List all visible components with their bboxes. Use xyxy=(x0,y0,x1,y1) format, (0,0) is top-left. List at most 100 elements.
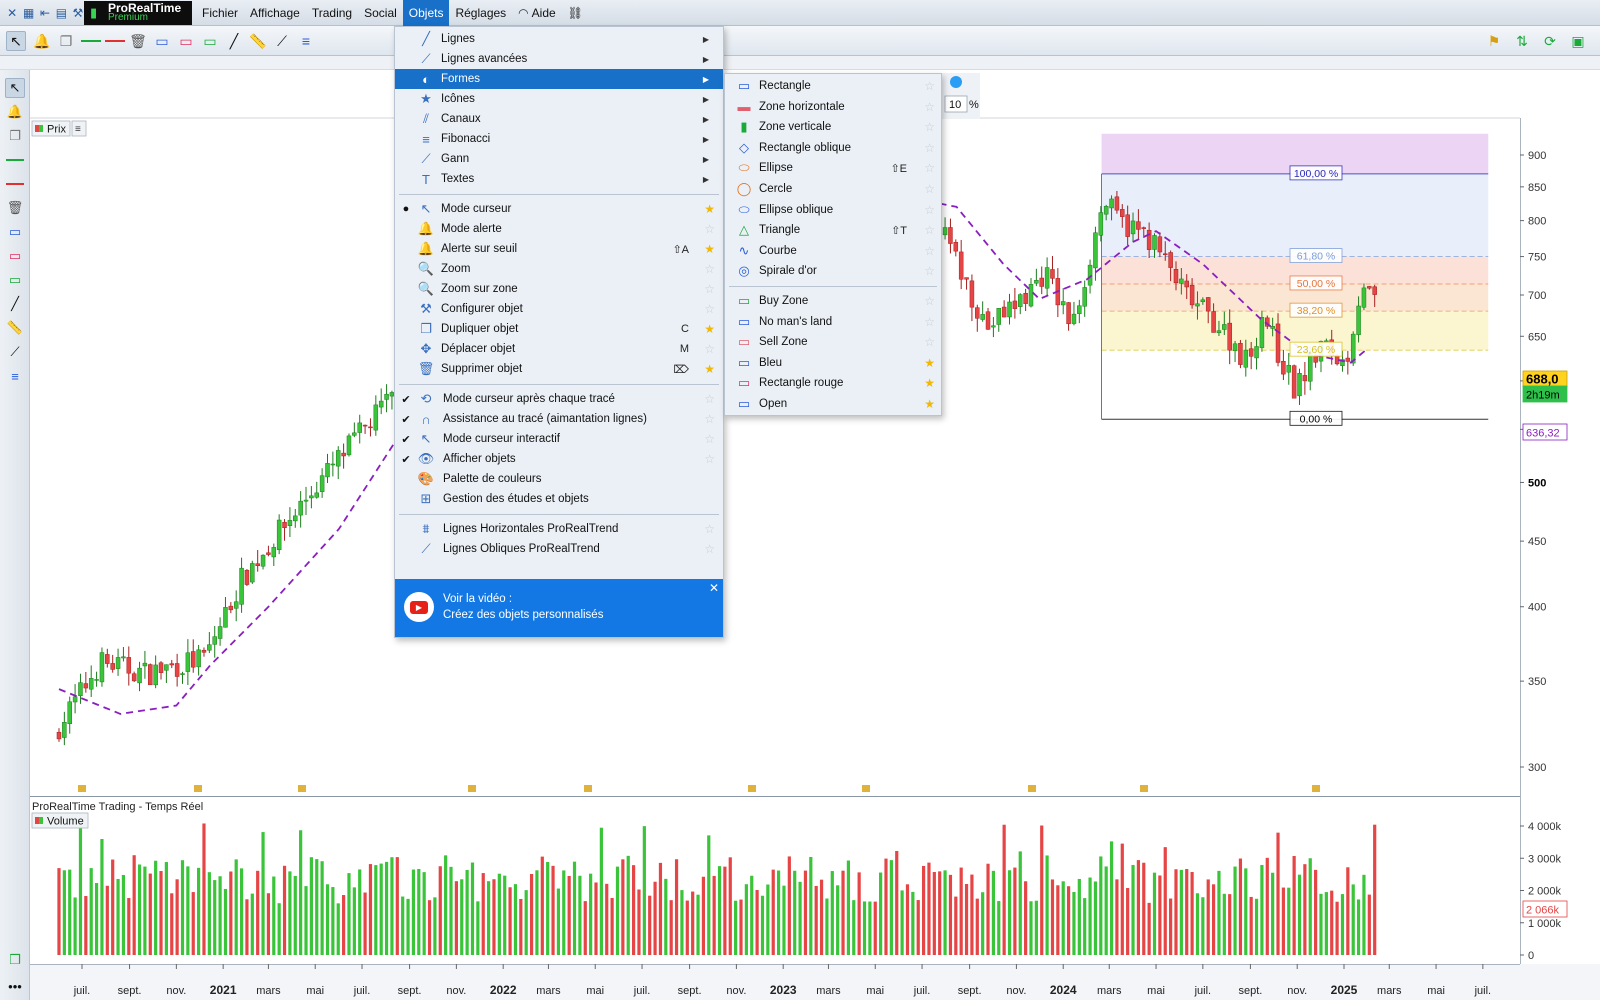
objets-item-textes[interactable]: T Textes ▶ xyxy=(395,169,723,189)
star-outline-icon[interactable]: ☆ xyxy=(704,302,715,316)
close-promo-icon[interactable]: ✕ xyxy=(708,581,719,595)
favorite-star-icon[interactable]: ★ xyxy=(704,362,715,376)
favorite-star-icon[interactable]: ★ xyxy=(924,355,935,370)
formes-item-rectangle-oblique[interactable]: ◇ Rectangle oblique ☆ xyxy=(725,138,941,158)
objets-item-lignes-obliques-prorealtrend[interactable]: ⟋ Lignes Obliques ProRealTrend ☆ xyxy=(395,539,723,559)
notifications-icon[interactable]: ⚑ xyxy=(1487,32,1501,49)
objets-item-configurer-objet[interactable]: ⚒ Configurer objet ☆ xyxy=(395,299,723,319)
formes-item-open[interactable]: ▭ Open ★ xyxy=(725,394,941,414)
menu-affichage[interactable]: Affichage xyxy=(250,5,300,20)
menu-fichier[interactable]: Fichier xyxy=(202,5,239,20)
formes-item-courbe[interactable]: ∿ Courbe ☆ xyxy=(725,241,941,261)
fibonacci-tool-icon[interactable]: ≡ xyxy=(301,33,311,49)
menu-reglages[interactable]: Réglages xyxy=(455,5,507,20)
star-outline-icon[interactable]: ☆ xyxy=(924,99,935,114)
favorite-star-icon[interactable]: ★ xyxy=(704,202,715,216)
favorite-star-icon[interactable]: ★ xyxy=(924,376,935,391)
objets-item-afficher-objets[interactable]: ✔ 👁 Afficher objets ☆ xyxy=(395,449,723,469)
objets-item-deplacer-objet[interactable]: ✥ Déplacer objet M ☆ xyxy=(395,339,723,359)
star-outline-icon[interactable]: ☆ xyxy=(704,522,715,536)
left-fibonacci-icon[interactable]: ≡ xyxy=(11,368,19,384)
formes-item-ellipse-oblique[interactable]: ⬭ Ellipse oblique ☆ xyxy=(725,200,941,220)
youtube-icon[interactable]: ▶ xyxy=(404,592,434,622)
formes-item-sell-zone[interactable]: ▭ Sell Zone ☆ xyxy=(725,332,941,352)
objets-item-zoom[interactable]: 🔍 Zoom ☆ xyxy=(395,259,723,279)
promo-link[interactable]: Créez des objets personnalisés xyxy=(443,609,604,621)
left-segment-icon[interactable]: ⟋ xyxy=(10,344,20,359)
promo-banner[interactable]: ▶ Voir la vidéo : Créez des objets personn… xyxy=(395,579,723,637)
favorite-star-icon[interactable]: ★ xyxy=(704,242,715,256)
left-ruler-icon[interactable]: 📏 xyxy=(6,320,24,335)
star-outline-icon[interactable]: ☆ xyxy=(924,314,935,329)
star-outline-icon[interactable]: ☆ xyxy=(704,542,715,556)
orders-icon[interactable]: ⇅ xyxy=(1516,32,1528,49)
star-outline-icon[interactable]: ☆ xyxy=(924,120,935,135)
star-outline-icon[interactable]: ☆ xyxy=(704,222,715,236)
formes-item-zone-horizontale[interactable]: ▬ Zone horizontale ☆ xyxy=(725,97,941,117)
star-outline-icon[interactable]: ☆ xyxy=(704,282,715,296)
objets-item-formes[interactable]: ◐ Formes ▶ xyxy=(395,69,723,89)
objets-item-gestion-des-etudes-et-objets[interactable]: ⊞ Gestion des études et objets xyxy=(395,489,723,509)
delete-tool-icon[interactable]: 🗑 xyxy=(129,32,147,49)
formes-item-bleu[interactable]: ▭ Bleu ★ xyxy=(725,353,941,373)
formes-item-buy-zone[interactable]: ▭ Buy Zone ☆ xyxy=(725,291,941,311)
star-outline-icon[interactable]: ☆ xyxy=(704,342,715,356)
menu-aide[interactable]: ◠ Aide xyxy=(512,0,562,26)
formes-item-no-man-s-land[interactable]: ▭ No man's land ☆ xyxy=(725,312,941,332)
formes-item-spirale-d-or[interactable]: ◎ Spirale d'or ☆ xyxy=(725,261,941,281)
left-delete-icon[interactable]: 🗑 xyxy=(6,200,24,215)
star-outline-icon[interactable]: ☆ xyxy=(704,452,715,466)
left-trendline-icon[interactable]: ╱ xyxy=(11,296,19,311)
objets-item-assistance-au-trace-aimantation-lignes[interactable]: ✔ ∩ Assistance au tracé (aimantation ligne… xyxy=(395,409,723,429)
favorite-star-icon[interactable]: ★ xyxy=(924,397,935,411)
grid-icon[interactable]: ▦ xyxy=(22,5,35,20)
left-alert-icon[interactable]: 🔔 xyxy=(6,104,24,119)
objets-item-palette-de-couleurs[interactable]: 🎨 Palette de couleurs xyxy=(395,469,723,489)
star-outline-icon[interactable]: ☆ xyxy=(924,264,935,279)
left-cursor-icon[interactable]: ↖ xyxy=(5,78,25,98)
horizontal-line-green-icon[interactable] xyxy=(80,31,102,51)
star-outline-icon[interactable]: ☆ xyxy=(924,182,935,196)
layout-icon[interactable]: ▤ xyxy=(55,5,68,20)
objets-item-gann[interactable]: ⟋ Gann ▶ xyxy=(395,149,723,169)
objets-item-canaux[interactable]: ⫽ Canaux ▶ xyxy=(395,109,723,129)
sync-icon[interactable]: ⟳ xyxy=(1544,32,1556,49)
cursor-tool-icon[interactable]: ↖ xyxy=(6,31,26,51)
blue-zone-icon[interactable]: ▭ xyxy=(155,32,169,49)
favorite-star-icon[interactable]: ★ xyxy=(704,322,715,336)
calculator-icon[interactable]: ▣ xyxy=(1571,32,1585,49)
duplicate-tool-icon[interactable]: ❐ xyxy=(59,32,73,49)
star-outline-icon[interactable]: ☆ xyxy=(704,392,715,406)
objets-item-mode-curseur-apres-chaque-trace[interactable]: ✔ ⟲ Mode curseur après chaque tracé ☆ xyxy=(395,389,723,409)
objets-item-lignes-horizontales-prorealtrend[interactable]: ⩩ Lignes Horizontales ProRealTrend ☆ xyxy=(395,519,723,539)
horizontal-line-red-icon[interactable] xyxy=(104,31,126,51)
left-red-zone-icon[interactable]: ▭ xyxy=(8,248,22,263)
left-red-line-icon[interactable] xyxy=(5,174,25,194)
star-outline-icon[interactable]: ☆ xyxy=(924,223,935,238)
objets-item-lignes-avancees[interactable]: ⟋ Lignes avancées ▶ xyxy=(395,49,723,69)
left-more-icon[interactable]: ••• xyxy=(8,978,22,994)
red-zone-icon[interactable]: ▭ xyxy=(179,32,193,49)
objets-item-zoom-sur-zone[interactable]: 🔍 Zoom sur zone ☆ xyxy=(395,279,723,299)
star-outline-icon[interactable]: ☆ xyxy=(924,335,935,350)
formes-item-triangle[interactable]: △ Triangle ⇧T ☆ xyxy=(725,220,941,240)
tools-icon[interactable]: ⚒ xyxy=(72,5,84,20)
objets-item-icones[interactable]: ★ Icônes ▶ xyxy=(395,89,723,109)
formes-item-ellipse[interactable]: ⬭ Ellipse ⇧E ☆ xyxy=(725,158,941,178)
formes-item-rectangle[interactable]: ▭ Rectangle ☆ xyxy=(725,76,941,96)
left-blue-zone-icon[interactable]: ▭ xyxy=(8,224,22,239)
formes-item-rectangle-rouge[interactable]: ▭ Rectangle rouge ★ xyxy=(725,373,941,393)
objets-item-mode-alerte[interactable]: 🔔 Mode alerte ☆ xyxy=(395,219,723,239)
star-outline-icon[interactable]: ☆ xyxy=(924,202,935,217)
objets-item-mode-curseur[interactable]: ● ↖ Mode curseur ★ xyxy=(395,199,723,219)
segment-tool-icon[interactable]: ⟋ xyxy=(277,32,287,49)
star-outline-icon[interactable]: ☆ xyxy=(924,294,935,308)
star-outline-icon[interactable]: ☆ xyxy=(924,243,935,258)
objets-item-alerte-sur-seuil[interactable]: 🔔 Alerte sur seuil ⇧A ★ xyxy=(395,239,723,259)
objets-item-dupliquer-objet[interactable]: ❐ Dupliquer objet C ★ xyxy=(395,319,723,339)
menu-social[interactable]: Social xyxy=(364,5,397,20)
close-window-icon[interactable]: ✕ xyxy=(7,5,18,20)
star-outline-icon[interactable]: ☆ xyxy=(924,140,935,155)
pin-icon[interactable]: ⇤ xyxy=(39,5,51,20)
objets-item-lignes[interactable]: ╱ Lignes ▶ xyxy=(395,29,723,49)
